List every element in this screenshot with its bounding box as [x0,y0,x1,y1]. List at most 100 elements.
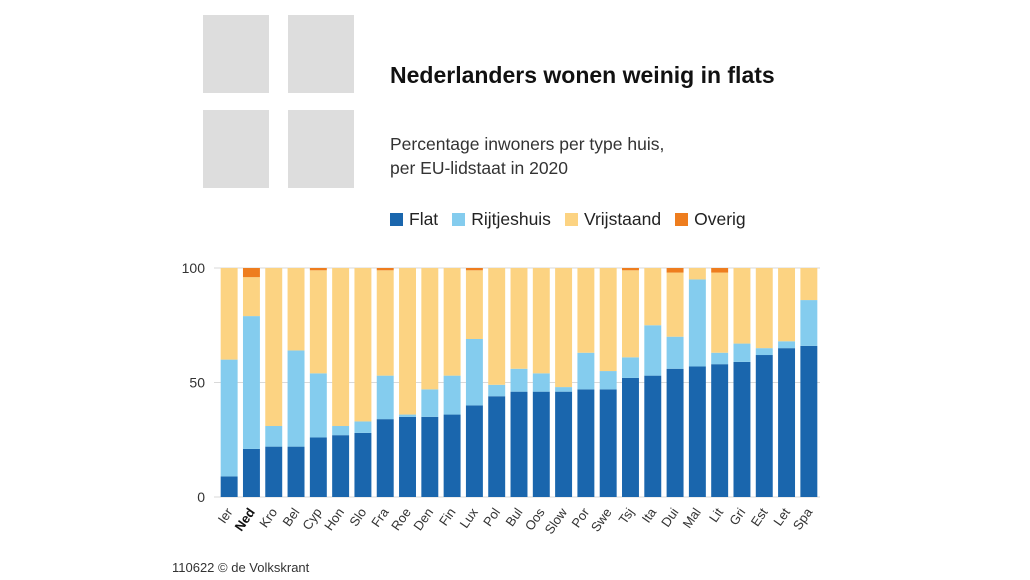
bar-cyp-flat [309,437,327,497]
legend-swatch-rijtjeshuis [452,213,466,226]
bar-kro-rijtjeshuis [265,426,283,447]
x-tick-label-gri: Gri [726,505,748,528]
bar-oos-vrijstaand [532,268,550,374]
x-tick-label-lux: Lux [457,505,482,531]
bar-let-flat [778,348,796,497]
bar-est-rijtjeshuis [755,348,773,356]
x-tick-label-dui: Dui [658,505,682,530]
bar-den-rijtjeshuis [421,389,439,417]
bar-ier-rijtjeshuis [220,359,238,477]
logo-square-bottom-left [203,110,269,188]
bar-pol-rijtjeshuis [488,384,506,397]
bar-swe-vrijstaand [599,268,617,372]
bar-ned-vrijstaand [242,277,260,317]
legend-label-vrijstaand: Vrijstaand [583,209,662,229]
bar-kro-vrijstaand [265,268,283,427]
bar-fra-rijtjeshuis [376,375,394,420]
legend: Flat Rijtjeshuis Vrijstaand Overig [390,209,746,230]
bar-spa-rijtjeshuis [800,300,818,346]
y-tick-label-100: 100 [182,260,206,276]
bar-ita-rijtjeshuis [644,325,662,376]
bar-lux-vrijstaand [465,270,483,339]
bar-oos-rijtjeshuis [532,373,550,392]
legend-swatch-vrijstaand [564,213,578,226]
bar-ned-flat [242,448,260,497]
x-tick-label-slow: Slow [542,505,571,537]
x-tick-label-spa: Spa [790,504,816,532]
bar-est-flat [755,355,773,497]
bar-bel-vrijstaand [287,268,305,351]
bar-fin-flat [443,414,461,497]
y-tick-label-50: 50 [189,375,205,391]
bar-bel-flat [287,446,305,497]
bar-gri-rijtjeshuis [733,343,751,362]
bar-ier-flat [220,476,238,497]
x-tick-label-bel: Bel [279,505,302,529]
bar-tsj-vrijstaand [622,270,639,358]
legend-item-flat: Flat [390,209,438,230]
bar-tsj-rijtjeshuis [622,357,639,378]
bar-roe-vrijstaand [399,268,416,415]
bar-fin-rijtjeshuis [443,375,461,415]
bar-fra-flat [376,419,394,497]
bar-den-flat [421,416,439,497]
legend-swatch-flat [390,213,403,226]
x-tick-label-hon: Hon [321,505,347,533]
bar-lux-flat [465,405,483,497]
bar-dui-flat [666,368,684,497]
subtitle-line-1: Percentage inwoners per type huis, [390,134,665,154]
bar-bul-rijtjeshuis [510,368,528,392]
bar-mal-rijtjeshuis [688,279,706,367]
bar-let-vrijstaand [778,268,796,342]
bar-slow-rijtjeshuis [555,387,573,392]
x-tick-label-roe: Roe [388,505,414,533]
bar-por-rijtjeshuis [577,352,595,390]
bar-hon-flat [332,435,350,497]
bar-ned-overig [242,268,260,278]
bar-bul-flat [510,391,528,497]
bar-cyp-rijtjeshuis [309,373,327,438]
legend-label-rijtjeshuis: Rijtjeshuis [471,209,551,229]
bar-lit-rijtjeshuis [711,352,729,365]
legend-item-rijtjeshuis: Rijtjeshuis [452,209,551,230]
bar-kro-flat [265,446,283,497]
x-tick-label-cyp: Cyp [299,505,325,533]
logo-square-top-right [288,15,354,93]
chart-subtitle: Percentage inwoners per type huis, per E… [390,132,830,180]
bar-gri-vrijstaand [733,268,751,344]
bar-spa-flat [800,345,818,497]
x-tick-label-den: Den [410,505,436,533]
bar-ier-vrijstaand [220,268,238,360]
bar-swe-rijtjeshuis [599,371,617,390]
bar-mal-flat [688,366,706,497]
bar-ita-vrijstaand [644,268,662,326]
bar-pol-vrijstaand [488,268,506,385]
bar-lux-overig [465,268,483,271]
chart-title: Nederlanders wonen weinig in flats [390,62,775,88]
bar-slow-vrijstaand [555,268,573,388]
bar-lux-rijtjeshuis [465,338,483,406]
bar-lit-flat [711,364,729,497]
bar-slo-rijtjeshuis [354,421,372,433]
logo-square-bottom-right [288,110,354,188]
bar-den-vrijstaand [421,268,439,390]
x-tick-label-slo: Slo [346,505,369,529]
bar-cyp-overig [309,268,327,271]
bar-gri-flat [733,361,751,497]
bar-mal-vrijstaand [688,268,706,280]
legend-label-flat: Flat [409,209,439,229]
bar-let-rijtjeshuis [778,341,796,349]
bar-fra-vrijstaand [376,270,394,376]
bar-hon-rijtjeshuis [332,426,350,436]
bar-roe-flat [399,416,416,497]
bar-roe-rijtjeshuis [399,414,416,417]
logo-square-top-left [203,15,269,93]
bar-pol-flat [488,396,506,497]
bar-fin-vrijstaand [443,268,461,376]
bar-est-vrijstaand [755,268,773,349]
bar-bel-rijtjeshuis [287,350,305,447]
x-tick-label-pol: Pol [480,505,503,529]
bar-slow-flat [555,391,573,497]
bar-swe-flat [599,389,617,497]
bar-lit-overig [711,268,729,273]
